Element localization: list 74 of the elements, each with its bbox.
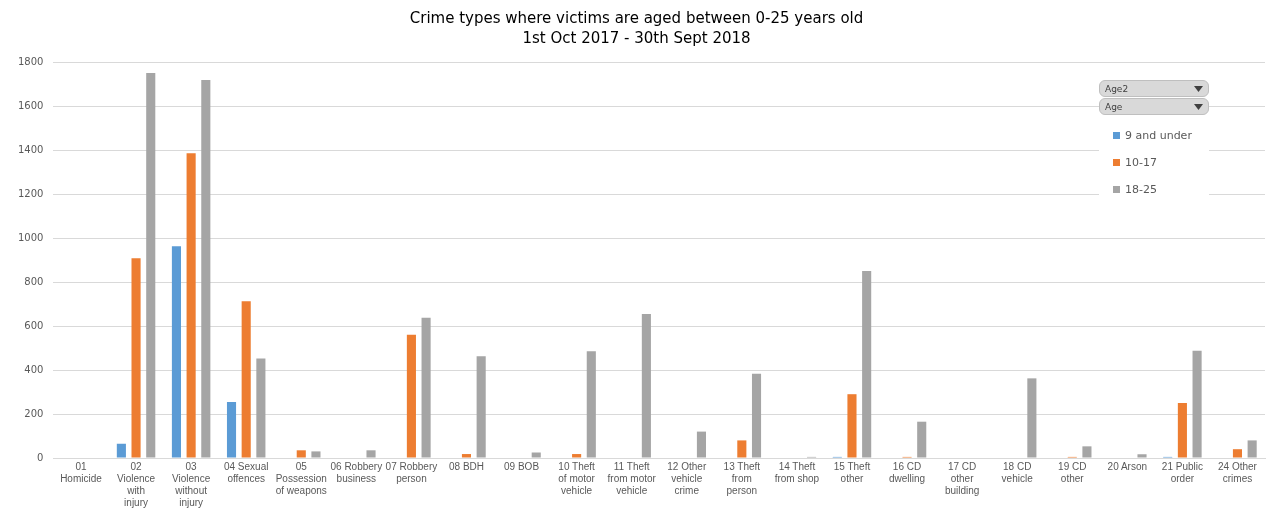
bar <box>1027 378 1037 458</box>
x-tick-label: 13 Theft from person <box>723 460 761 496</box>
bar <box>1082 446 1092 458</box>
bar <box>737 440 747 458</box>
x-tick-label: 06 Robbery business <box>330 460 383 484</box>
bar <box>171 246 181 458</box>
bar <box>862 271 872 458</box>
bar <box>226 401 237 458</box>
bar <box>586 351 596 458</box>
x-tick-label: 12 Other vehicle crime <box>667 460 707 496</box>
x-tick-label: 17 CD other building <box>944 460 980 496</box>
bar <box>241 301 251 458</box>
bar <box>131 258 141 458</box>
y-tick-label: 800 <box>24 275 44 287</box>
legend-label: 18-25 <box>1125 183 1157 196</box>
bar <box>146 73 156 458</box>
bar <box>186 153 196 458</box>
bar <box>641 313 651 458</box>
filter-button: Age2 <box>1099 80 1209 97</box>
bar <box>1177 403 1187 458</box>
x-tick-label: 10 Theft of motor vehicle <box>558 460 596 496</box>
x-tick-label: 20 Arson <box>1107 460 1148 472</box>
x-tick-label: 19 CD other <box>1058 460 1087 484</box>
bar <box>201 80 211 458</box>
bar <box>751 373 762 458</box>
y-tick-label: 1400 <box>18 143 44 155</box>
bar <box>572 454 582 458</box>
y-tick-label: 1200 <box>18 187 44 199</box>
x-tick-label: 21 Public order <box>1161 460 1203 484</box>
x-tick-label: 09 BOB <box>504 460 540 472</box>
x-tick-label: 15 Theft other <box>833 460 871 484</box>
y-tick-label: 0 <box>37 451 44 463</box>
x-tick-label: 14 Theft from shop <box>774 460 820 484</box>
filter-button: Age <box>1099 98 1209 115</box>
y-tick-label: 1600 <box>18 99 44 111</box>
bar <box>847 394 857 458</box>
bar <box>531 452 541 458</box>
x-tick-label: 07 Robbery person <box>385 460 438 484</box>
bar <box>256 358 266 458</box>
bar <box>421 317 431 458</box>
chart-subtitle: 1st Oct 2017 - 30th Sept 2018 <box>522 28 751 47</box>
y-tick-label: 200 <box>24 407 44 419</box>
x-tick-label: 05 Possession of weapons <box>275 460 327 496</box>
y-tick-label: 1800 <box>18 55 44 67</box>
bar <box>917 421 927 458</box>
bar <box>116 443 126 458</box>
x-tick-label: 11 Theft from motor vehicle <box>607 460 657 496</box>
bar <box>461 454 472 458</box>
y-tick-label: 1000 <box>18 231 44 243</box>
annotation: Age2 <box>1105 83 1129 94</box>
bar <box>1247 440 1257 458</box>
bar <box>1137 454 1147 458</box>
bar <box>406 334 416 458</box>
x-tick-label: 04 Sexual offences <box>223 460 269 484</box>
bar <box>1192 350 1202 458</box>
x-tick-label: 01 Homicide <box>60 460 103 484</box>
x-tick-label: 18 CD vehicle <box>1001 460 1034 484</box>
chart-title: Crime types where victims are aged between 0-25 years old <box>409 8 864 27</box>
bar <box>1232 449 1243 458</box>
x-tick-label: 03 Violence without injury <box>172 460 211 508</box>
x-tick-label: 24 Other crimes <box>1218 460 1258 484</box>
y-tick-label: 400 <box>24 363 44 375</box>
x-tick-label: 02 Violence with injury <box>116 460 156 508</box>
x-tick-label: 16 CD dwelling <box>888 460 926 484</box>
bar <box>476 356 486 458</box>
legend-label: 10-17 <box>1125 156 1157 169</box>
legend-label: 9 and under <box>1125 129 1192 142</box>
bar <box>366 450 376 458</box>
legend-title: Age <box>1105 101 1123 112</box>
y-tick-label: 600 <box>24 319 44 331</box>
x-tick-label: 08 BDH <box>448 460 484 472</box>
bar <box>696 431 706 458</box>
bar <box>311 451 321 458</box>
bar <box>296 450 306 458</box>
